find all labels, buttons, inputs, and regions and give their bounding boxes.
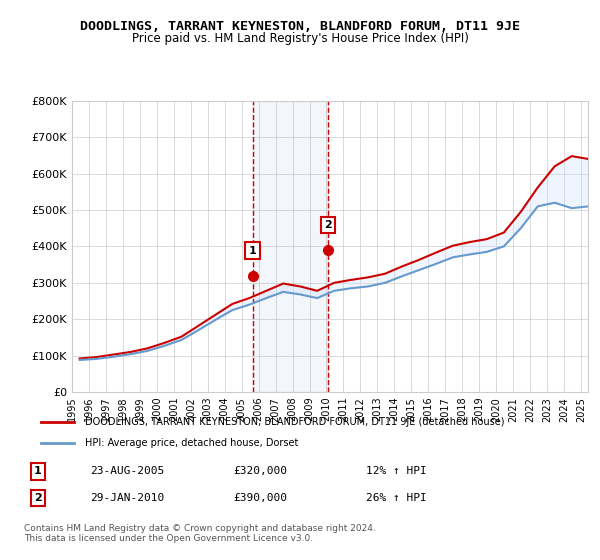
Text: 1: 1: [248, 245, 256, 255]
Text: DOODLINGS, TARRANT KEYNESTON, BLANDFORD FORUM, DT11 9JE (detached house): DOODLINGS, TARRANT KEYNESTON, BLANDFORD …: [85, 417, 504, 427]
Text: DOODLINGS, TARRANT KEYNESTON, BLANDFORD FORUM, DT11 9JE: DOODLINGS, TARRANT KEYNESTON, BLANDFORD …: [80, 20, 520, 32]
Text: £320,000: £320,000: [234, 466, 288, 477]
Text: 2: 2: [324, 220, 332, 230]
Bar: [253, 101, 328, 392]
Text: HPI: Average price, detached house, Dorset: HPI: Average price, detached house, Dors…: [85, 438, 298, 448]
Text: 12% ↑ HPI: 12% ↑ HPI: [366, 466, 427, 477]
Text: 29-JAN-2010: 29-JAN-2010: [90, 493, 164, 503]
Text: 1: 1: [34, 466, 41, 477]
Text: Contains HM Land Registry data © Crown copyright and database right 2024.
This d: Contains HM Land Registry data © Crown c…: [24, 524, 376, 543]
Text: 23-AUG-2005: 23-AUG-2005: [90, 466, 164, 477]
Text: 2: 2: [34, 493, 41, 503]
Text: Price paid vs. HM Land Registry's House Price Index (HPI): Price paid vs. HM Land Registry's House …: [131, 32, 469, 45]
Text: £390,000: £390,000: [234, 493, 288, 503]
Text: 26% ↑ HPI: 26% ↑ HPI: [366, 493, 427, 503]
